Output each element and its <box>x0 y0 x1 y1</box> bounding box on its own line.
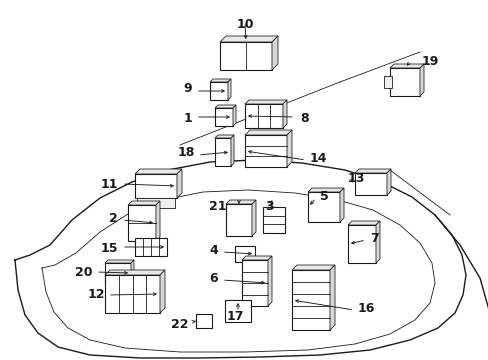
Polygon shape <box>291 265 334 270</box>
Polygon shape <box>389 64 423 68</box>
Text: 17: 17 <box>226 310 243 323</box>
Text: 2: 2 <box>109 211 118 225</box>
Polygon shape <box>375 221 379 263</box>
Text: 4: 4 <box>209 243 218 256</box>
Polygon shape <box>286 130 291 167</box>
Text: 19: 19 <box>421 55 438 68</box>
Polygon shape <box>230 135 234 166</box>
Text: 21: 21 <box>209 200 226 213</box>
Polygon shape <box>177 169 182 198</box>
Text: 16: 16 <box>357 302 375 315</box>
Bar <box>105 263 131 283</box>
Polygon shape <box>283 100 286 128</box>
Text: 10: 10 <box>236 18 253 31</box>
Polygon shape <box>354 169 390 173</box>
Text: 22: 22 <box>170 319 187 332</box>
Text: 14: 14 <box>309 152 327 165</box>
Polygon shape <box>329 265 334 330</box>
Bar <box>225 204 251 236</box>
Bar <box>235 246 254 262</box>
Bar <box>383 76 391 88</box>
Bar <box>244 135 286 167</box>
Bar <box>347 225 375 263</box>
Text: 7: 7 <box>369 231 378 244</box>
Bar <box>196 314 212 328</box>
Bar <box>307 192 339 222</box>
Bar <box>220 42 271 70</box>
Polygon shape <box>251 200 256 236</box>
Polygon shape <box>156 201 160 241</box>
Bar <box>389 68 419 96</box>
Polygon shape <box>271 36 278 70</box>
Polygon shape <box>242 256 271 260</box>
Polygon shape <box>244 130 291 135</box>
Bar <box>209 82 227 100</box>
Bar <box>224 300 250 322</box>
Polygon shape <box>232 105 236 126</box>
Bar <box>215 108 232 126</box>
Polygon shape <box>105 270 164 275</box>
Text: 20: 20 <box>74 266 92 279</box>
Polygon shape <box>128 201 160 205</box>
Polygon shape <box>135 169 182 174</box>
Bar <box>137 198 175 208</box>
Bar <box>105 275 160 313</box>
Polygon shape <box>215 135 234 138</box>
Bar <box>135 238 167 256</box>
Bar <box>128 205 156 241</box>
Text: 5: 5 <box>319 189 328 202</box>
Polygon shape <box>225 200 256 204</box>
Text: 18: 18 <box>177 145 195 158</box>
Text: 6: 6 <box>209 271 218 284</box>
Bar <box>263 207 285 233</box>
Bar <box>215 138 230 166</box>
Bar <box>244 104 283 128</box>
Polygon shape <box>339 188 343 222</box>
Polygon shape <box>209 79 230 82</box>
Polygon shape <box>220 36 278 42</box>
Polygon shape <box>244 100 286 104</box>
Polygon shape <box>419 64 423 96</box>
Bar <box>242 260 267 306</box>
Bar <box>354 173 386 195</box>
Text: 12: 12 <box>87 288 105 302</box>
Polygon shape <box>307 188 343 192</box>
Bar <box>291 270 329 330</box>
Text: 13: 13 <box>347 171 365 184</box>
Bar <box>135 174 177 198</box>
Polygon shape <box>105 260 134 263</box>
Text: 9: 9 <box>183 81 192 94</box>
Polygon shape <box>215 105 236 108</box>
Polygon shape <box>347 221 379 225</box>
Text: 8: 8 <box>299 112 308 125</box>
Text: 11: 11 <box>101 179 118 192</box>
Polygon shape <box>227 79 230 100</box>
Polygon shape <box>131 260 134 283</box>
Polygon shape <box>386 169 390 195</box>
Text: 3: 3 <box>265 200 274 213</box>
Polygon shape <box>267 256 271 306</box>
Text: 1: 1 <box>183 112 192 125</box>
Text: 15: 15 <box>101 242 118 255</box>
Polygon shape <box>160 270 164 313</box>
